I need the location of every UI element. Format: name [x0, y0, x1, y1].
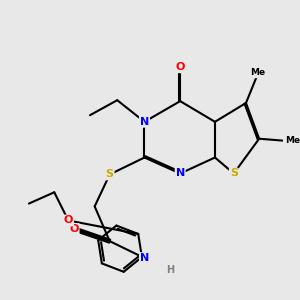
Text: S: S [230, 169, 238, 178]
Text: Me: Me [285, 136, 300, 145]
Text: S: S [106, 169, 114, 179]
Text: O: O [69, 224, 79, 234]
Text: N: N [140, 253, 149, 263]
Text: Me: Me [250, 68, 266, 77]
Text: N: N [140, 117, 149, 127]
Text: N: N [176, 169, 185, 178]
Text: H: H [166, 265, 174, 275]
Text: O: O [176, 62, 185, 72]
Text: O: O [64, 215, 73, 226]
